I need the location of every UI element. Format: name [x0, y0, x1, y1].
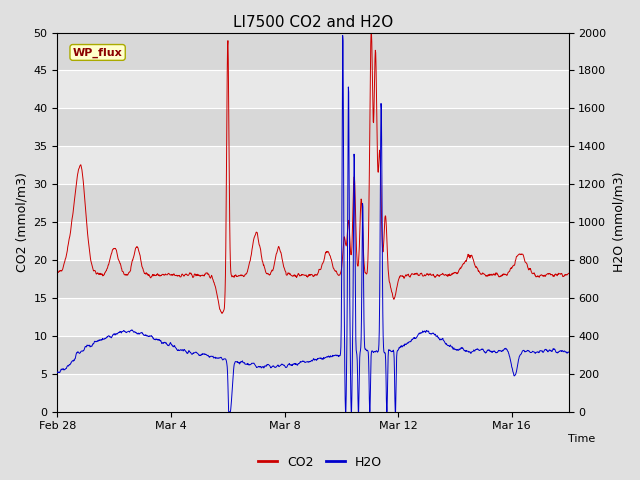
Text: Time: Time — [568, 434, 595, 444]
Bar — [58, 71, 568, 108]
Bar — [58, 146, 568, 184]
Bar — [58, 260, 568, 298]
Bar — [58, 374, 568, 412]
Bar — [58, 222, 568, 260]
Legend: CO2, H2O: CO2, H2O — [253, 451, 387, 474]
Bar — [58, 336, 568, 374]
Bar — [58, 33, 568, 71]
Y-axis label: CO2 (mmol/m3): CO2 (mmol/m3) — [15, 172, 28, 272]
Title: LI7500 CO2 and H2O: LI7500 CO2 and H2O — [233, 15, 393, 30]
Bar — [58, 184, 568, 222]
Text: WP_flux: WP_flux — [73, 48, 122, 58]
Bar — [58, 108, 568, 146]
Bar — [58, 298, 568, 336]
Y-axis label: H2O (mmol/m3): H2O (mmol/m3) — [612, 172, 625, 272]
